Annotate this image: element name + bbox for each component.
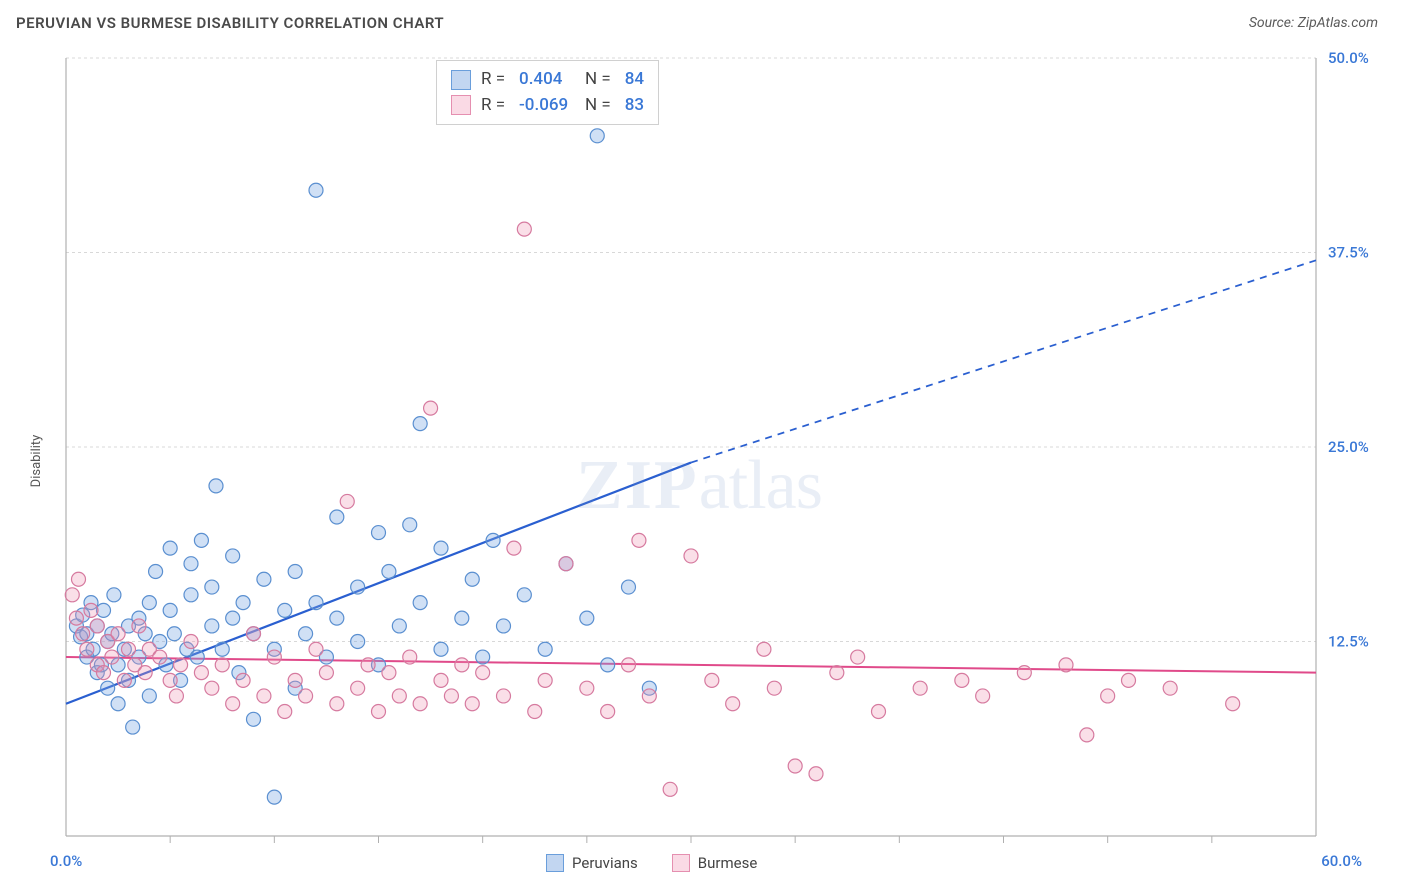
- correlation-legend: R = 0.404 N = 84 R = -0.069 N = 83: [436, 60, 659, 125]
- scatter-plot: 50.0% 37.5% 25.0% 12.5%: [16, 46, 1390, 876]
- swatch-pink-icon: [451, 95, 471, 115]
- chart-title: PERUVIAN VS BURMESE DISABILITY CORRELATI…: [16, 14, 444, 32]
- swatch-blue-icon: [546, 854, 564, 872]
- swatch-blue-icon: [451, 70, 471, 90]
- source-attribution: Source: ZipAtlas.com: [1249, 15, 1378, 31]
- legend-item-burmese: Burmese: [672, 854, 758, 872]
- svg-text:25.0%: 25.0%: [1328, 438, 1369, 456]
- svg-text:12.5%: 12.5%: [1328, 633, 1369, 651]
- x-max-label: 60.0%: [1321, 852, 1362, 870]
- svg-text:50.0%: 50.0%: [1328, 49, 1369, 67]
- swatch-pink-icon: [672, 854, 690, 872]
- legend-row-peruvians: R = 0.404 N = 84: [451, 67, 644, 93]
- x-origin-label: 0.0%: [50, 852, 82, 870]
- legend-item-peruvians: Peruvians: [546, 854, 638, 872]
- legend-row-burmese: R = -0.069 N = 83: [451, 93, 644, 119]
- chart-container: Disability 50.0%37.5%25.0%12.5% ZIPatlas…: [16, 46, 1390, 876]
- svg-text:37.5%: 37.5%: [1328, 244, 1369, 262]
- y-axis-label: Disability: [29, 435, 44, 488]
- series-legend: Peruvians Burmese: [546, 854, 757, 872]
